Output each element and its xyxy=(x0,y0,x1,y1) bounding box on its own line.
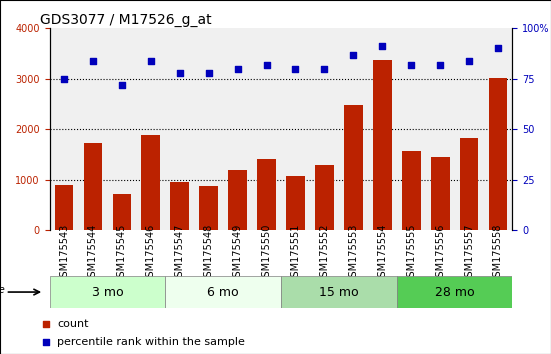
Bar xyxy=(112,194,131,230)
Point xyxy=(204,70,213,75)
Point xyxy=(436,62,445,68)
Bar xyxy=(402,152,420,230)
Text: GSM175551: GSM175551 xyxy=(290,223,300,283)
Text: GSM175544: GSM175544 xyxy=(88,223,98,283)
Bar xyxy=(373,59,392,230)
Text: GSM175548: GSM175548 xyxy=(204,223,214,283)
Point xyxy=(378,44,387,49)
Text: 6 mo: 6 mo xyxy=(207,286,239,298)
Text: GSM175550: GSM175550 xyxy=(262,223,272,283)
Text: GSM175545: GSM175545 xyxy=(117,223,127,283)
Point xyxy=(494,46,503,51)
Bar xyxy=(315,165,334,230)
Bar xyxy=(228,170,247,230)
Point xyxy=(320,66,329,72)
Point xyxy=(291,66,300,72)
Text: GSM175552: GSM175552 xyxy=(320,223,329,283)
Bar xyxy=(281,276,397,308)
Bar xyxy=(50,276,165,308)
Text: percentile rank within the sample: percentile rank within the sample xyxy=(57,337,245,347)
Point xyxy=(60,76,68,82)
Text: GSM175556: GSM175556 xyxy=(435,223,445,283)
Point xyxy=(175,70,184,75)
Bar xyxy=(460,138,478,230)
Text: GDS3077 / M17526_g_at: GDS3077 / M17526_g_at xyxy=(40,13,212,27)
Point xyxy=(262,62,271,68)
Text: GSM175558: GSM175558 xyxy=(493,223,503,283)
Point xyxy=(89,58,98,63)
Text: GSM175557: GSM175557 xyxy=(464,223,474,283)
Point xyxy=(233,66,242,72)
Bar xyxy=(84,143,102,230)
Point xyxy=(464,58,473,63)
Text: 3 mo: 3 mo xyxy=(91,286,123,298)
Bar xyxy=(165,276,281,308)
Point xyxy=(41,321,50,327)
Text: count: count xyxy=(57,319,89,329)
Point xyxy=(41,339,50,344)
Text: GSM175554: GSM175554 xyxy=(377,223,387,283)
Bar xyxy=(489,78,507,230)
Point xyxy=(407,62,415,68)
Point xyxy=(349,52,358,57)
Bar xyxy=(55,185,73,230)
Text: 15 mo: 15 mo xyxy=(319,286,359,298)
Bar xyxy=(431,157,450,230)
Point xyxy=(117,82,126,88)
Point xyxy=(147,58,155,63)
Text: 28 mo: 28 mo xyxy=(435,286,474,298)
Text: GSM175555: GSM175555 xyxy=(406,223,416,283)
Text: GSM175553: GSM175553 xyxy=(348,223,358,283)
Text: GSM175549: GSM175549 xyxy=(233,223,242,283)
Bar xyxy=(142,135,160,230)
Bar xyxy=(286,176,305,230)
Text: GSM175543: GSM175543 xyxy=(59,223,69,283)
Bar xyxy=(170,182,189,230)
Bar xyxy=(199,186,218,230)
Bar xyxy=(257,160,276,230)
Text: GSM175546: GSM175546 xyxy=(146,223,156,283)
Bar xyxy=(397,276,512,308)
Text: GSM175547: GSM175547 xyxy=(175,223,185,283)
Text: age: age xyxy=(0,285,6,295)
Bar xyxy=(344,105,363,230)
